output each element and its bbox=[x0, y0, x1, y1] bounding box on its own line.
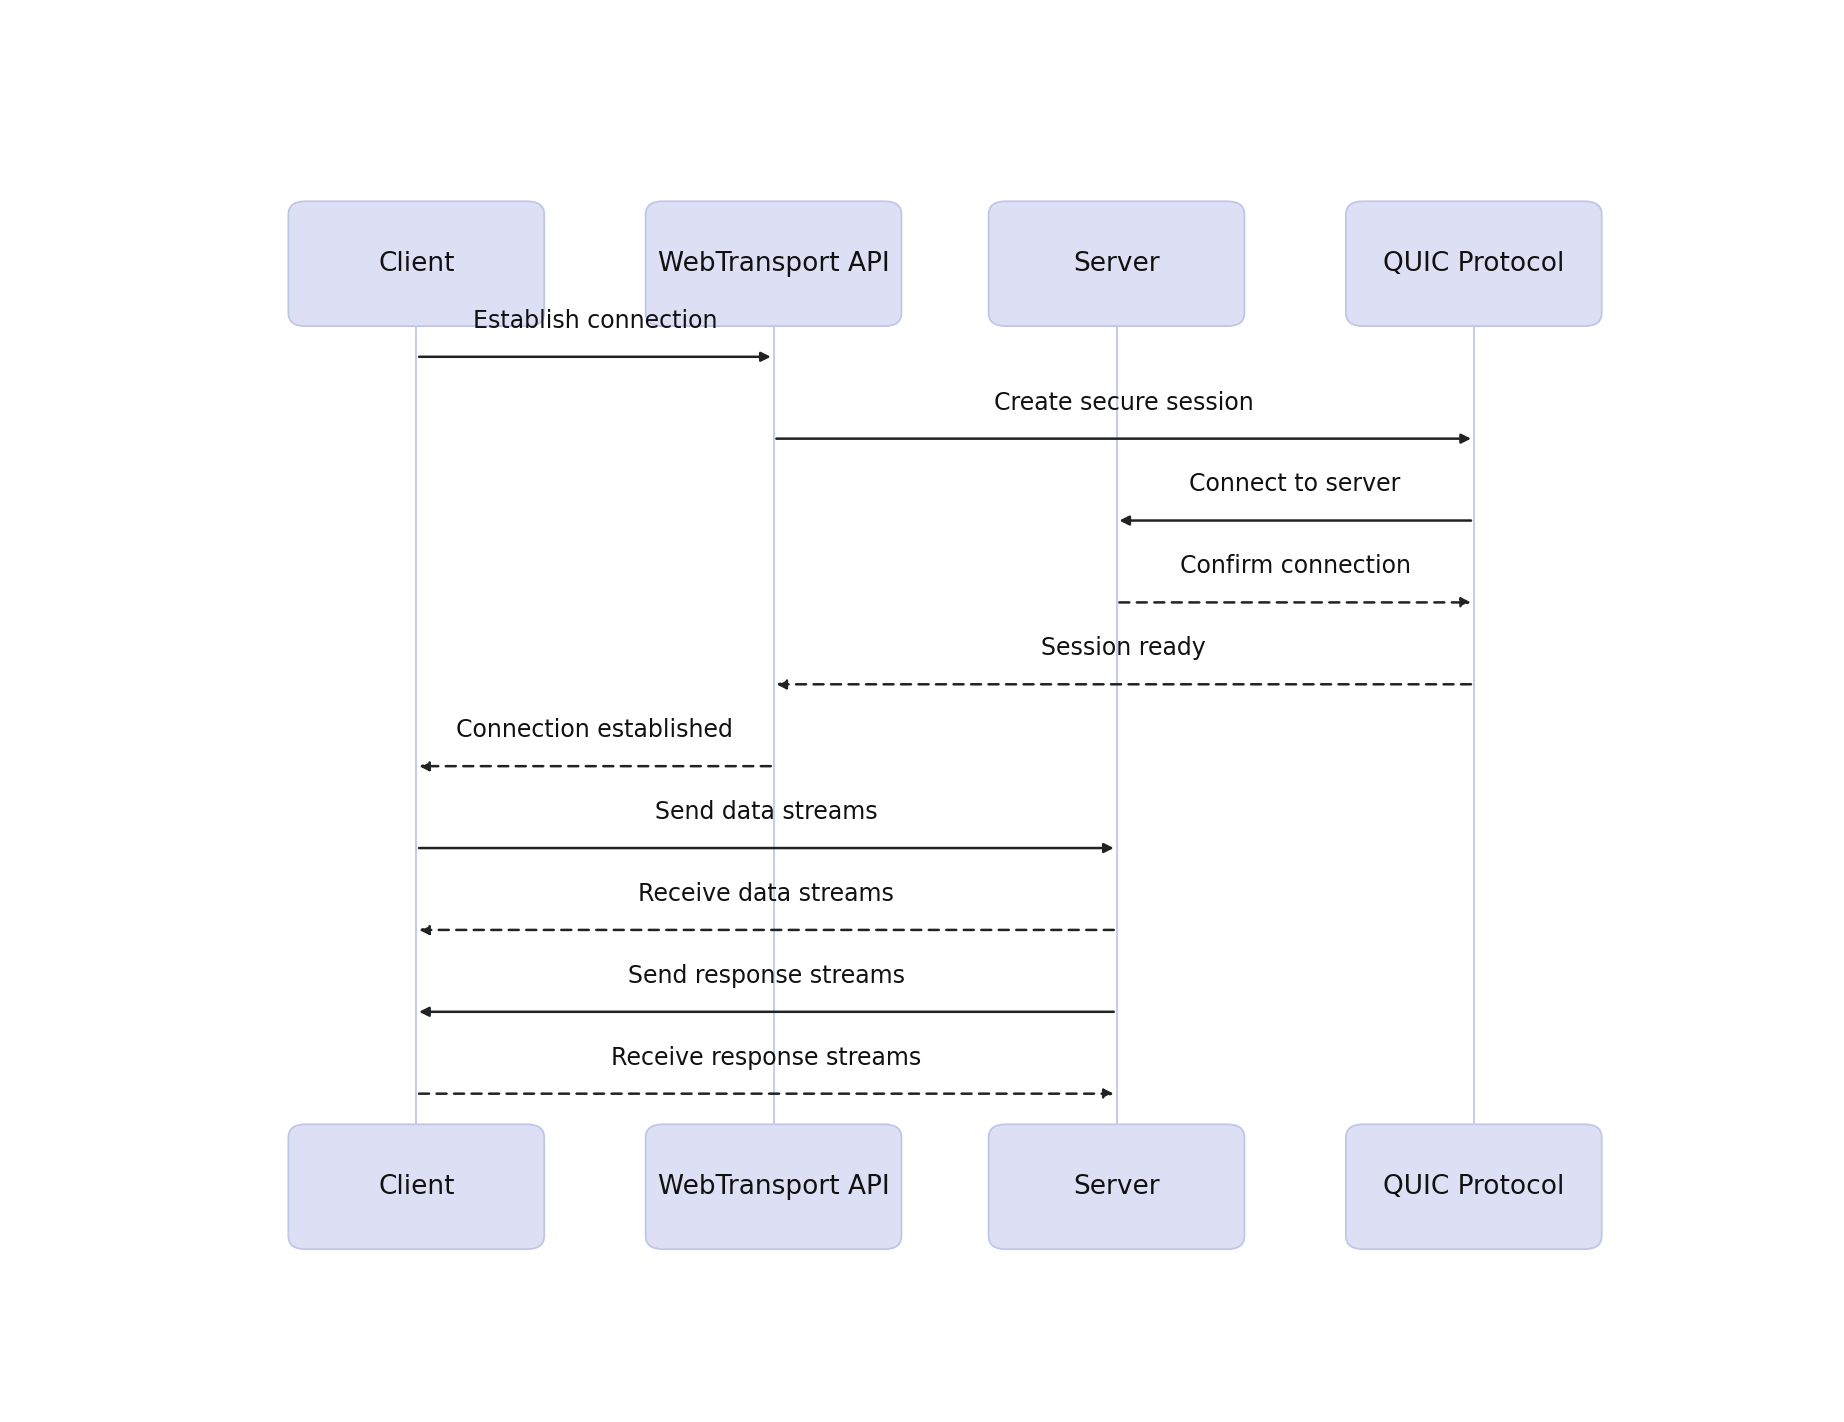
Text: QUIC Protocol: QUIC Protocol bbox=[1383, 1173, 1564, 1200]
FancyBboxPatch shape bbox=[988, 202, 1245, 326]
FancyBboxPatch shape bbox=[645, 202, 902, 326]
FancyBboxPatch shape bbox=[288, 202, 544, 326]
Text: Receive response streams: Receive response streams bbox=[612, 1045, 922, 1069]
Text: Client: Client bbox=[378, 250, 454, 277]
Text: Server: Server bbox=[1073, 1173, 1160, 1200]
Text: Confirm connection: Confirm connection bbox=[1180, 555, 1411, 579]
Text: Send data streams: Send data streams bbox=[655, 801, 878, 823]
Text: Establish connection: Establish connection bbox=[472, 309, 717, 333]
FancyBboxPatch shape bbox=[1346, 202, 1602, 326]
Text: Connect to server: Connect to server bbox=[1189, 472, 1401, 496]
Text: Client: Client bbox=[378, 1173, 454, 1200]
Text: Receive data streams: Receive data streams bbox=[638, 882, 894, 906]
Text: Server: Server bbox=[1073, 250, 1160, 277]
Text: Session ready: Session ready bbox=[1042, 636, 1206, 660]
FancyBboxPatch shape bbox=[645, 1125, 902, 1249]
Text: WebTransport API: WebTransport API bbox=[658, 1173, 889, 1200]
FancyBboxPatch shape bbox=[988, 1125, 1245, 1249]
FancyBboxPatch shape bbox=[288, 1125, 544, 1249]
Text: Create secure session: Create secure session bbox=[994, 391, 1254, 415]
Text: Send response streams: Send response streams bbox=[629, 964, 905, 988]
Text: QUIC Protocol: QUIC Protocol bbox=[1383, 250, 1564, 277]
Text: Connection established: Connection established bbox=[457, 718, 734, 742]
FancyBboxPatch shape bbox=[1346, 1125, 1602, 1249]
Text: WebTransport API: WebTransport API bbox=[658, 250, 889, 277]
